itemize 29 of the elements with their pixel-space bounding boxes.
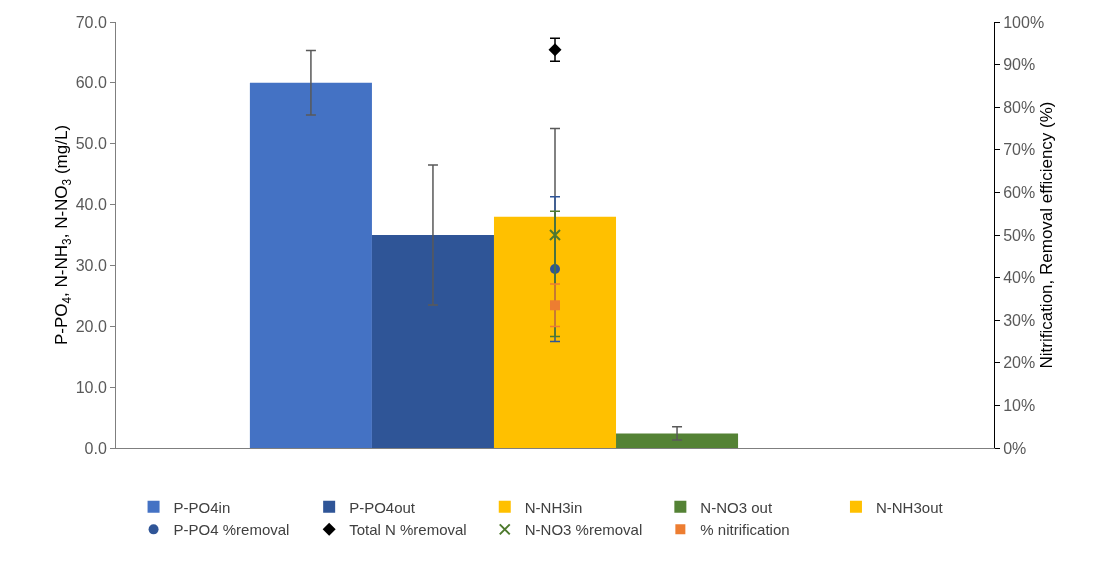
y-tick-label: 50.0 [75,135,107,153]
y-tick-label: 30.0 [75,257,107,275]
y-tick-label: 70.0 [75,13,107,31]
y2-tick-label: 60% [1003,184,1036,201]
y2-tick-label: 40% [1003,269,1036,287]
y2-tick-label: 100% [1003,13,1045,31]
y2-axis-title: Nitrification, Removal efficiency (%) [1037,101,1057,369]
y-tick-label: 0.0 [84,439,107,457]
y2-tick-label: 50% [1003,226,1036,244]
y-tick-label: 10.0 [75,378,107,396]
legend-label: N-NO3 out [700,498,773,516]
y2-tick-label: 80% [1003,98,1036,116]
legend-label: P-PO4out [349,498,416,516]
y2-tick-label: 10% [1003,397,1036,414]
legend-label: P-PO4in [173,498,231,516]
y2-tick-label: 90% [1003,56,1036,74]
legend-label: P-PO4 %removal [173,521,290,539]
y2-tick-label: 70% [1003,141,1036,159]
legend-label: N-NO3 %removal [524,521,643,539]
legend-label: Total N %removal [349,521,467,539]
y-tick-label: 20.0 [75,317,107,335]
y2-tick-label: 30% [1003,311,1036,329]
legend-label: N-NH3in [524,498,583,516]
y-tick-label: 60.0 [75,74,107,92]
y-tick-label: 40.0 [75,196,107,214]
legend-label: N-NH3out [875,498,944,516]
y2-tick-label: 20% [1003,354,1036,372]
y2-tick-label: 0% [1003,439,1027,457]
legend-label: % nitrification [700,521,790,539]
